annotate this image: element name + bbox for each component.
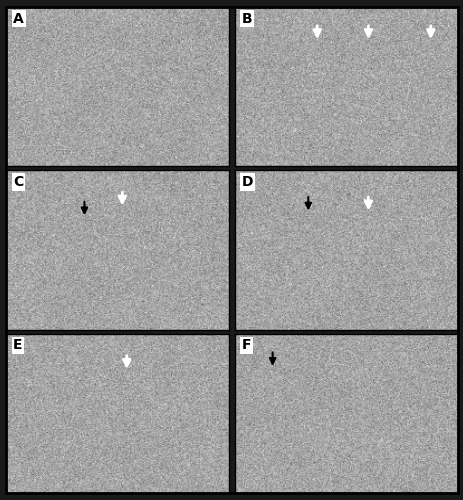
Text: C: C [13,175,23,189]
Text: B: B [241,12,251,26]
Text: E: E [13,338,23,352]
Text: A: A [13,12,24,26]
Text: F: F [241,338,250,352]
Text: D: D [241,175,252,189]
